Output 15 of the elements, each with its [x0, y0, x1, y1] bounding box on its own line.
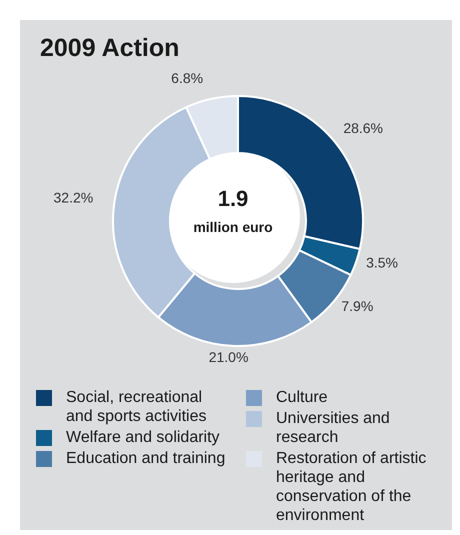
legend-label: Culture: [276, 388, 328, 407]
data-label: 28.6%: [343, 120, 384, 136]
data-label: 3.5%: [366, 254, 398, 271]
legend-label: Universities and research: [276, 409, 391, 447]
data-label: 32.2%: [54, 189, 94, 206]
legend-label: Education and training: [66, 449, 226, 468]
text: 1.9: [218, 186, 248, 211]
text: million euro: [193, 219, 273, 235]
legend-label: Restoration of artistic heritage and conservation of the environment: [276, 449, 428, 525]
data-label: 6.8%: [171, 70, 204, 86]
data-label: 7.9%: [341, 298, 374, 314]
legend-label: Social, recreational and sports activities: [66, 388, 208, 426]
legend-label: Welfare and solidarity: [66, 428, 220, 447]
chart-title: 2009 Action: [40, 34, 180, 63]
data-label: 21.0%: [208, 348, 248, 365]
